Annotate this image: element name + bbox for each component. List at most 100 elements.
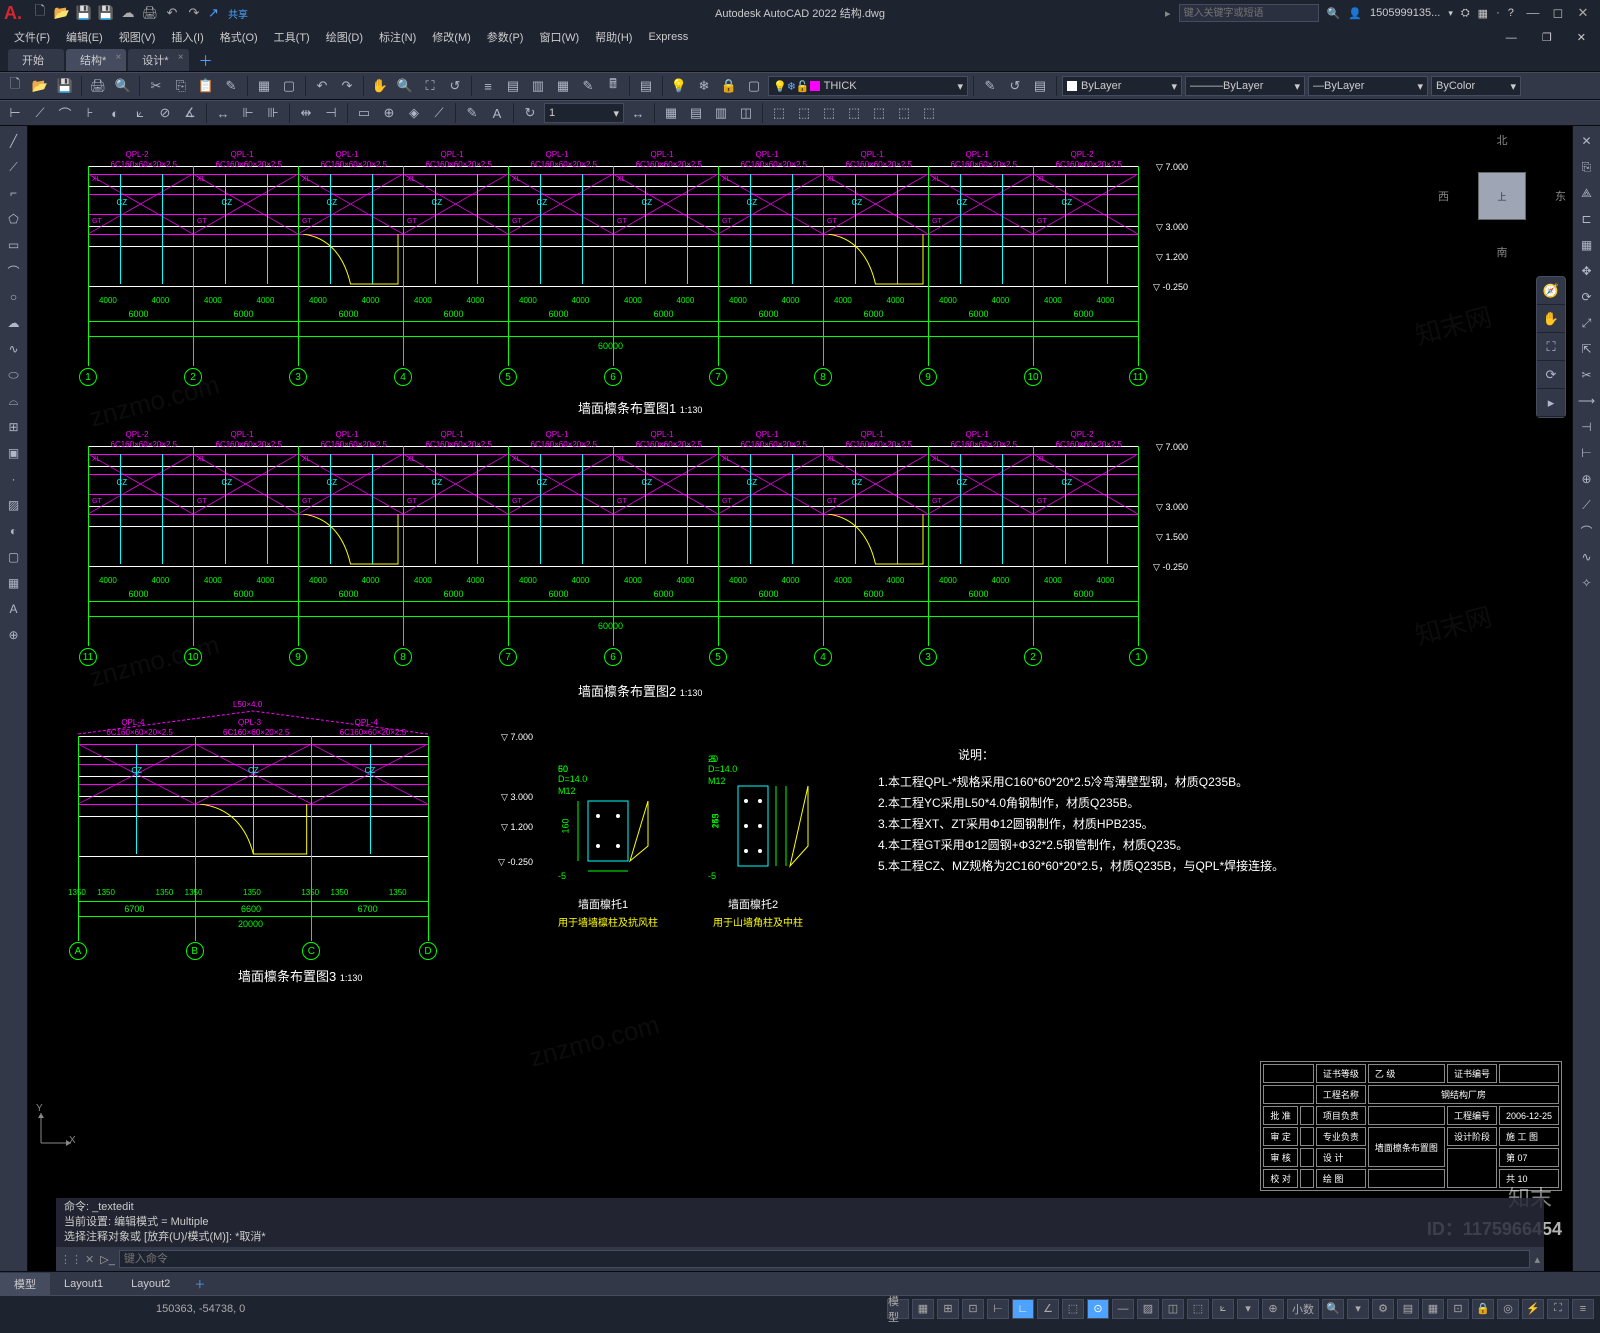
dim-cont-icon[interactable]: ⊪ — [262, 102, 284, 124]
tab-layout2[interactable]: Layout2 — [117, 1275, 184, 1293]
undo-icon[interactable]: ↶ — [164, 5, 180, 21]
search-icon[interactable]: 🔍 — [1327, 7, 1341, 20]
open-icon[interactable]: 📂 — [54, 5, 70, 21]
help-icon[interactable]: ? — [1508, 7, 1514, 19]
trim-icon[interactable]: ✂ — [1576, 364, 1598, 386]
snap-toggle-icon[interactable]: ⊞ — [937, 1299, 959, 1319]
dim-q-icon[interactable]: ↔ — [212, 102, 234, 124]
color-dropdown[interactable]: ByLayer▾ — [1062, 76, 1182, 96]
dimtedit-icon[interactable]: A — [486, 102, 508, 124]
fullnav-icon[interactable]: 🧭 — [1537, 277, 1565, 305]
dim-ang-icon[interactable]: ∡ — [179, 102, 201, 124]
doc-close-button[interactable]: ✕ — [1569, 32, 1594, 44]
ref4-icon[interactable]: ⬚ — [843, 102, 865, 124]
dimupdate-icon[interactable]: ↻ — [519, 102, 541, 124]
web-icon[interactable]: ☁ — [120, 5, 136, 21]
view3-icon[interactable]: ▥ — [710, 102, 732, 124]
command-input[interactable] — [119, 1250, 1531, 1268]
dim-space-icon[interactable]: ⇹ — [295, 102, 317, 124]
add-layout-button[interactable]: ＋ — [184, 1276, 215, 1292]
addsel-icon[interactable]: ⊕ — [3, 624, 25, 646]
arc-icon[interactable]: ⌒ — [3, 260, 25, 282]
mkblock-icon[interactable]: ▣ — [3, 442, 25, 464]
tab-drawing[interactable]: 结构*× — [66, 49, 126, 71]
dim-dia-icon[interactable]: ⊘ — [154, 102, 176, 124]
dimedit-icon[interactable]: ✎ — [461, 102, 483, 124]
iso-toggle-icon[interactable]: ⬚ — [1062, 1299, 1084, 1319]
dim-arc-icon[interactable]: ⌒ — [54, 102, 76, 124]
qp-toggle-icon[interactable]: ⊡ — [1447, 1299, 1469, 1319]
layer-dropdown[interactable]: 💡 ❄ 🔓 THICK ▾ — [768, 76, 968, 96]
signin-icon[interactable]: 👤 — [1348, 7, 1362, 20]
dim-alg-icon[interactable]: ⟋ — [29, 102, 51, 124]
blend-icon[interactable]: ∿ — [1576, 546, 1598, 568]
tab-start[interactable]: 开始 — [8, 49, 64, 71]
fillet-icon[interactable]: ⌒ — [1576, 520, 1598, 542]
mirror-icon[interactable]: ⟁ — [1576, 182, 1598, 204]
menu-help[interactable]: 帮助(H) — [587, 29, 640, 45]
chamfer-icon[interactable]: ⟋ — [1576, 494, 1598, 516]
user-name[interactable]: 1505999135... — [1370, 7, 1440, 19]
3dosnap-toggle-icon[interactable]: ⬚ — [1187, 1299, 1209, 1319]
zoomwin-icon[interactable]: ⛶ — [419, 75, 441, 97]
open2-icon[interactable]: 📂 — [29, 75, 51, 97]
workspace-icon[interactable]: ⚙ — [1372, 1299, 1394, 1319]
extend-icon[interactable]: ⟶ — [1576, 390, 1598, 412]
prop-icon[interactable]: ≡ — [477, 75, 499, 97]
hatch-icon[interactable]: ▨ — [3, 494, 25, 516]
layprev-icon[interactable]: ↺ — [1004, 75, 1026, 97]
dcenter-icon[interactable]: ▤ — [502, 75, 524, 97]
showmotion-icon[interactable]: ▸ — [1537, 389, 1565, 417]
preview-icon[interactable]: 🔍 — [112, 75, 134, 97]
block-icon[interactable]: ▦ — [253, 75, 275, 97]
menu-format[interactable]: 格式(O) — [212, 29, 266, 45]
tpalette-icon[interactable]: ▥ — [527, 75, 549, 97]
zoomext-icon[interactable]: ⛶ — [1537, 333, 1565, 361]
grid-toggle-icon[interactable]: ▦ — [912, 1299, 934, 1319]
plotstyle-dropdown[interactable]: ByColor▾ — [1431, 76, 1521, 96]
cline-icon[interactable]: ⟋ — [3, 156, 25, 178]
custom-icon[interactable]: ≡ — [1572, 1299, 1594, 1319]
gradient-icon[interactable]: ◐ — [3, 520, 25, 542]
minimize-button[interactable]: — — [1522, 5, 1544, 20]
point-icon[interactable]: · — [3, 468, 25, 490]
cmdline-menu-icon[interactable]: ▴ — [1534, 1253, 1540, 1266]
match-icon[interactable]: ✎ — [220, 75, 242, 97]
app-menu-icon[interactable]: ▦ — [1478, 7, 1488, 20]
lineweight-dropdown[interactable]: — ByLayer▾ — [1308, 76, 1428, 96]
tab-layout1[interactable]: Layout1 — [50, 1275, 117, 1293]
modelspace-toggle[interactable]: 模型 — [887, 1299, 909, 1319]
units-icon[interactable]: ▦ — [1422, 1299, 1444, 1319]
cut-icon[interactable]: ✂ — [145, 75, 167, 97]
layer-t1-icon[interactable]: 💡 — [668, 75, 690, 97]
save-icon[interactable]: 💾 — [76, 5, 92, 21]
tab-model[interactable]: 模型 — [0, 1273, 50, 1295]
layer-t2-icon[interactable]: ❄ — [693, 75, 715, 97]
redo-icon[interactable]: ↷ — [186, 5, 202, 21]
osnap-toggle-icon[interactable]: ⊙ — [1087, 1299, 1109, 1319]
spline-icon[interactable]: ∿ — [3, 338, 25, 360]
dimstyle-icon[interactable]: ↔ — [627, 102, 649, 124]
layer-mgr-icon[interactable]: ▤ — [635, 75, 657, 97]
menu-express[interactable]: Express — [640, 31, 696, 43]
ref5-icon[interactable]: ⬚ — [868, 102, 890, 124]
coordinates-display[interactable]: 150363, -54738, 0 — [156, 1303, 245, 1315]
help-search-input[interactable] — [1179, 4, 1319, 22]
dim-jog-icon[interactable]: ⟀ — [129, 102, 151, 124]
join-icon[interactable]: ⊕ — [1576, 468, 1598, 490]
new-icon[interactable]: 🗋 — [32, 5, 48, 21]
menu-edit[interactable]: 编辑(E) — [58, 29, 111, 45]
menu-modify[interactable]: 修改(M) — [424, 29, 479, 45]
view1-icon[interactable]: ▦ — [660, 102, 682, 124]
center-icon[interactable]: ⊕ — [378, 102, 400, 124]
menu-insert[interactable]: 插入(I) — [163, 29, 211, 45]
share-label[interactable]: 共享 — [228, 6, 248, 21]
array-icon[interactable]: ▦ — [1576, 234, 1598, 256]
tolerance-icon[interactable]: ▭ — [353, 102, 375, 124]
new-tab-button[interactable]: ＋ — [191, 51, 221, 71]
gizmo-toggle-icon[interactable]: ⊕ — [1262, 1299, 1284, 1319]
break2-icon[interactable]: ⊢ — [1576, 442, 1598, 464]
cmdline-handle-icon[interactable]: ⋮⋮ ✕ — [60, 1253, 94, 1266]
pan-icon[interactable]: ✋ — [369, 75, 391, 97]
tab-close-icon[interactable]: × — [115, 52, 121, 63]
